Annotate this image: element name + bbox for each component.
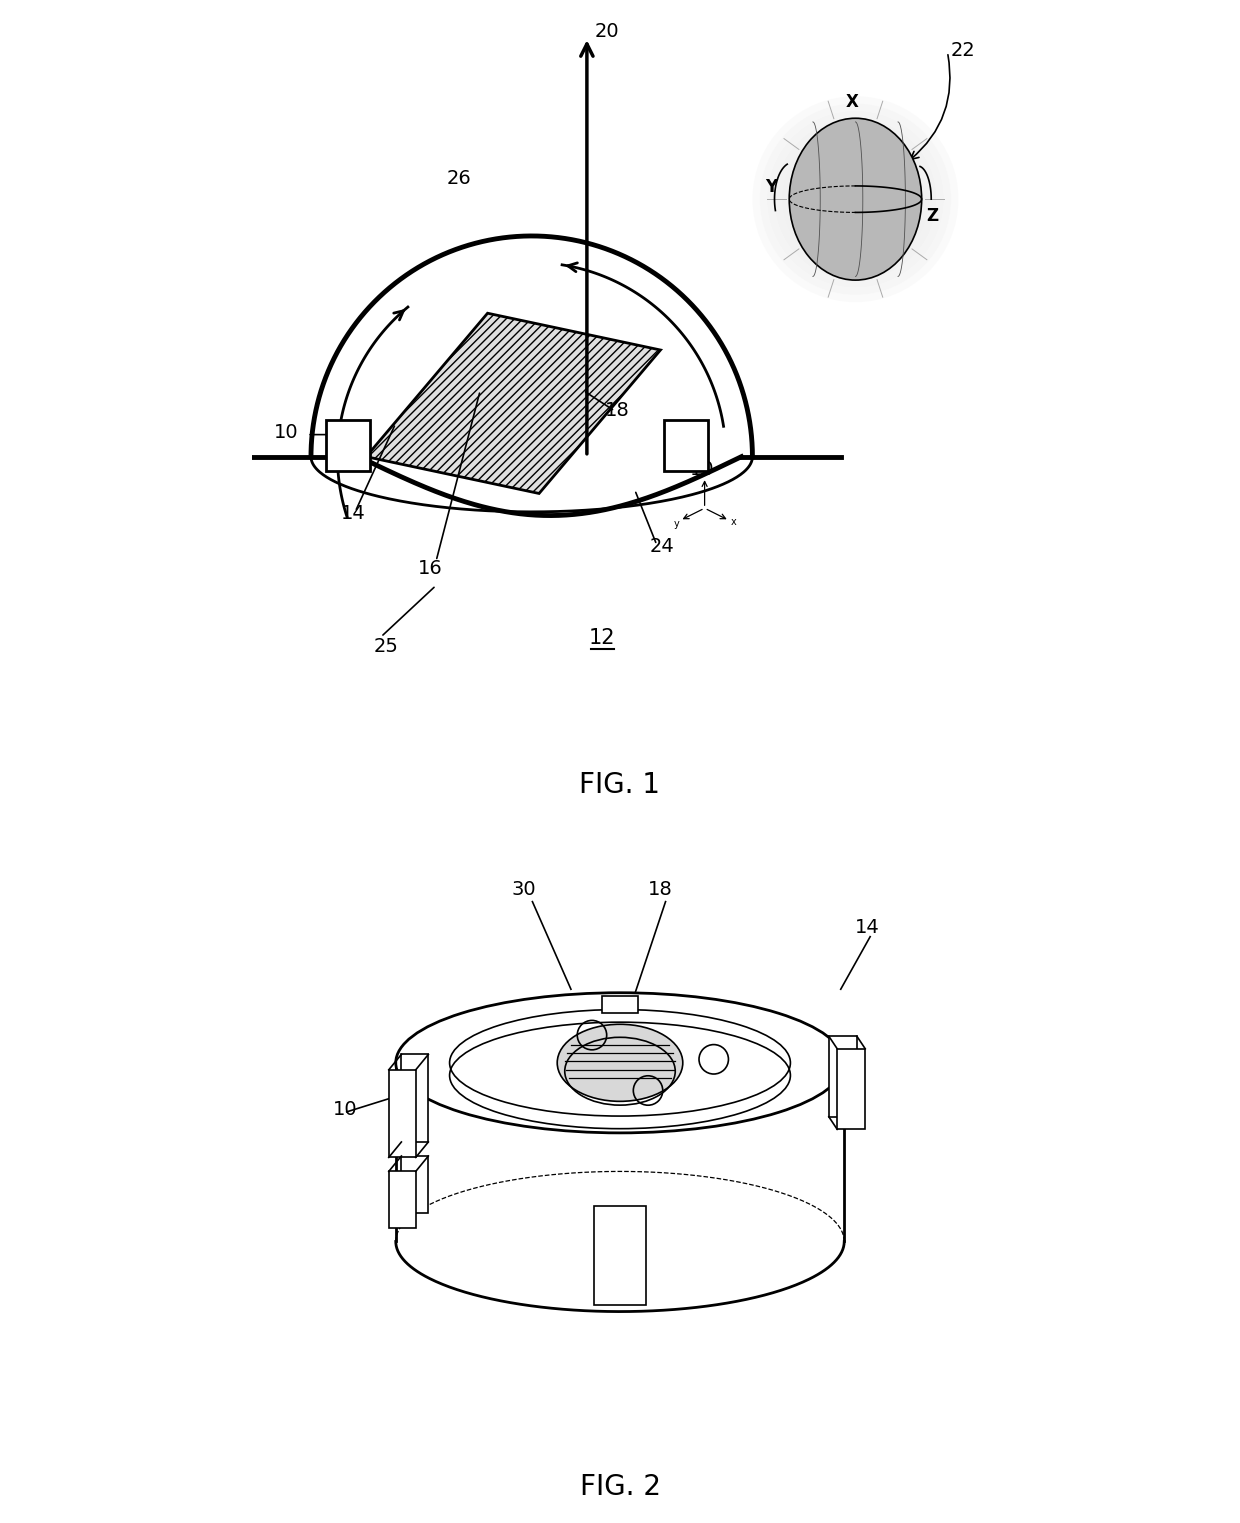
Polygon shape <box>837 1049 866 1130</box>
Text: 18: 18 <box>649 880 673 899</box>
Polygon shape <box>366 314 661 493</box>
Ellipse shape <box>450 1010 790 1116</box>
Polygon shape <box>828 1036 857 1116</box>
Polygon shape <box>402 1054 428 1142</box>
Polygon shape <box>594 1206 646 1305</box>
Polygon shape <box>389 1069 415 1157</box>
Polygon shape <box>389 1171 415 1229</box>
Text: 30: 30 <box>511 880 536 899</box>
Circle shape <box>768 111 944 288</box>
Text: 10: 10 <box>274 423 299 442</box>
Text: 26: 26 <box>448 169 472 189</box>
Text: 20: 20 <box>594 23 619 41</box>
Text: 22: 22 <box>951 41 976 59</box>
Text: x: x <box>730 518 737 527</box>
Text: X: X <box>846 93 858 111</box>
Text: 25: 25 <box>373 637 398 656</box>
Ellipse shape <box>789 119 921 280</box>
Bar <box>665 420 708 472</box>
Ellipse shape <box>557 1025 683 1101</box>
Text: 16: 16 <box>418 559 443 579</box>
Bar <box>326 420 370 472</box>
Text: 10: 10 <box>332 1100 357 1119</box>
Text: Y: Y <box>765 178 777 196</box>
Text: FIG. 1: FIG. 1 <box>579 771 661 798</box>
Circle shape <box>782 125 929 273</box>
Circle shape <box>775 119 936 280</box>
Text: Z: Z <box>926 207 939 225</box>
Polygon shape <box>402 1156 428 1212</box>
Bar <box>603 996 637 1013</box>
Text: 24: 24 <box>650 538 675 556</box>
Text: 18: 18 <box>605 401 630 420</box>
Circle shape <box>760 104 951 295</box>
Text: FIG. 2: FIG. 2 <box>579 1473 661 1500</box>
Text: 14: 14 <box>854 918 879 937</box>
Ellipse shape <box>396 993 844 1133</box>
Circle shape <box>753 96 959 302</box>
Text: 12: 12 <box>588 629 615 649</box>
Text: 14: 14 <box>341 504 365 524</box>
Text: 10: 10 <box>689 460 714 480</box>
Text: y: y <box>673 519 680 528</box>
